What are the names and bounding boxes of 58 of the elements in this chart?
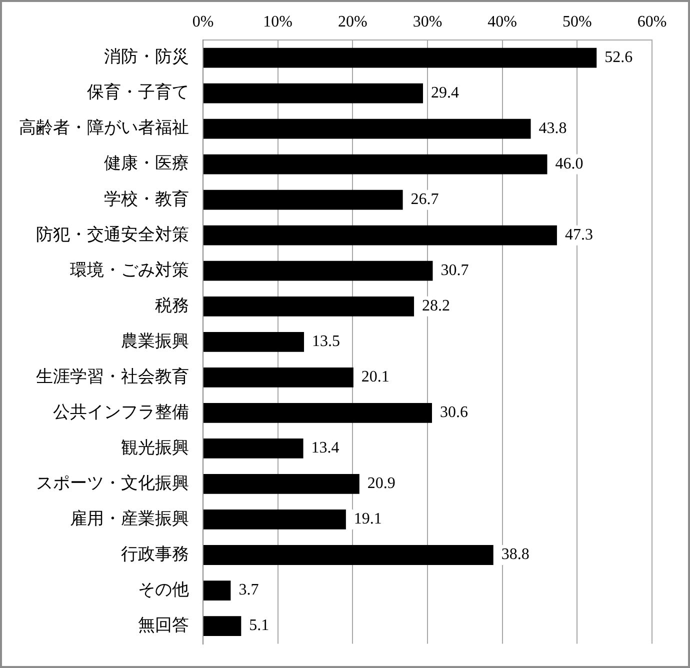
data-label: 28.2: [422, 298, 450, 315]
y-tick-label: 公共インフラ整備: [53, 402, 189, 422]
bar: [204, 580, 231, 600]
y-tick-label: 行政事務: [121, 544, 189, 564]
data-label: 43.8: [538, 120, 567, 137]
y-tick-label: 保育・子育て: [87, 82, 189, 103]
x-tick-label: 20%: [338, 14, 368, 31]
y-tick-label: 生涯学習・社会教育: [36, 366, 189, 387]
y-tick-label: 防犯・交通安全対策: [36, 224, 189, 245]
bar: [204, 190, 403, 210]
bar: [204, 296, 414, 316]
data-label: 30.7: [440, 262, 469, 280]
data-label: 38.8: [501, 546, 530, 564]
bar: [204, 48, 597, 68]
x-tick-label: 10%: [263, 14, 292, 31]
data-label: 13.4: [311, 440, 340, 457]
data-label: 3.7: [238, 582, 259, 599]
x-tick-label: 60%: [637, 14, 667, 31]
y-tick-label: 高齢者・障がい者福祉: [19, 118, 189, 138]
bar: [204, 616, 242, 636]
y-tick-label: 税務: [155, 296, 189, 316]
bar: [204, 118, 531, 139]
bar: [204, 332, 304, 352]
data-label: 29.4: [431, 84, 460, 102]
y-tick-label: 消防・防災: [104, 47, 189, 68]
data-label: 26.7: [410, 191, 439, 208]
data-label: 5.1: [249, 617, 270, 634]
bar: [204, 438, 304, 458]
x-tick-label: 0%: [192, 14, 214, 31]
data-label: 47.3: [564, 226, 593, 244]
data-label: 19.1: [354, 510, 382, 528]
data-label: 13.5: [312, 333, 340, 350]
bar: [204, 510, 346, 530]
bar: [204, 474, 360, 494]
bar: [204, 83, 424, 104]
bar: [204, 367, 354, 388]
y-tick-label: 環境・ごみ対策: [70, 260, 189, 280]
data-label: 20.1: [361, 368, 390, 386]
y-tick-label: 雇用・産業振興: [70, 508, 189, 529]
y-tick-label: 農業振興: [121, 331, 189, 352]
y-tick-label: スポーツ・文化振興: [36, 473, 189, 494]
y-tick-label: 学校・教育: [104, 189, 189, 210]
y-tick-label: 健康・医療: [104, 154, 189, 174]
x-tick-label: 50%: [562, 14, 592, 31]
x-tick-label: 30%: [412, 14, 442, 31]
data-label: 20.9: [367, 475, 396, 492]
data-label: 46.0: [555, 156, 584, 173]
x-tick-label: 40%: [488, 14, 517, 31]
bar: [204, 260, 433, 281]
bar: [204, 545, 494, 565]
bar: [204, 225, 557, 246]
y-tick-label: 観光振興: [121, 438, 189, 458]
data-label: 52.6: [604, 48, 633, 66]
y-tick-label: 無回答: [138, 615, 189, 636]
bar: [204, 402, 432, 423]
data-label: 30.6: [440, 404, 468, 422]
bar: [204, 154, 548, 174]
y-tick-label: その他: [138, 580, 189, 600]
